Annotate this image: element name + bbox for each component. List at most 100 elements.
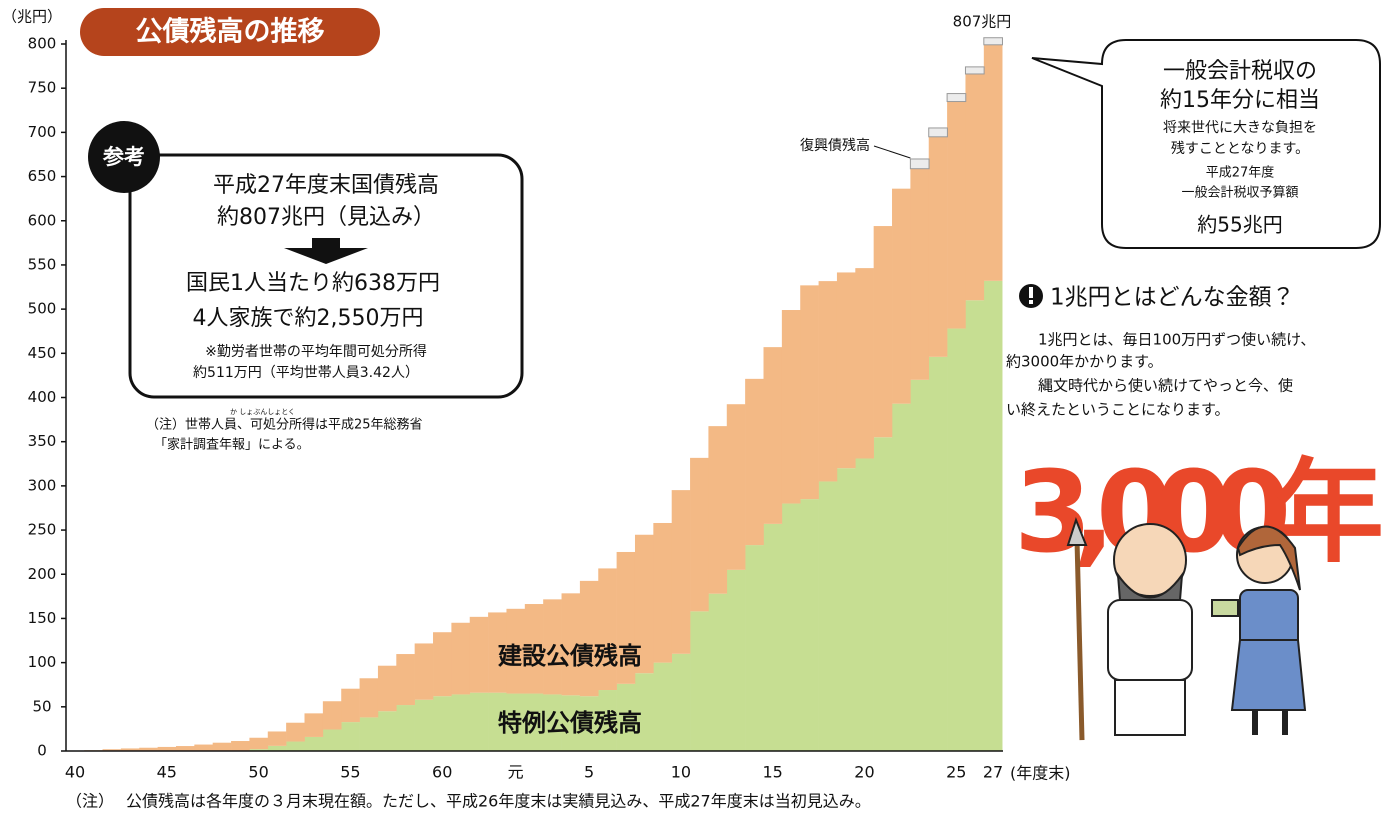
- bar-segment: [543, 599, 562, 695]
- bar-segment: [249, 749, 269, 751]
- bar-segment: [690, 457, 709, 612]
- bar-segment: [892, 188, 911, 404]
- bar-segment: [634, 534, 654, 674]
- bar-segment: [781, 310, 801, 504]
- callout-line: 平成27年度: [1206, 165, 1275, 181]
- bar-segment: [598, 568, 617, 691]
- bar-segment: [964, 66, 985, 75]
- x-tick-label: 50: [248, 763, 268, 782]
- bar-segment: [928, 136, 948, 357]
- reference-line: 約511万円（平均世帯人員3.42人）: [193, 365, 419, 381]
- bar-segment: [965, 73, 985, 301]
- bar-segment: [800, 285, 819, 500]
- callout-line: 一般会計税収の: [1163, 59, 1317, 84]
- bar-segment: [836, 468, 856, 751]
- x-tick-label: 15: [763, 763, 783, 782]
- y-tick-label: 550: [28, 255, 57, 273]
- footnote: 公債残高は各年度の３月末現在額。ただし、平成26年度末は実績見込み、平成27年度…: [126, 792, 871, 811]
- bar-segment: [433, 696, 452, 751]
- bar-segment: [396, 654, 415, 706]
- bar-segment: [671, 653, 691, 751]
- callout-line: 残すこととなります。: [1171, 141, 1309, 157]
- x-tick-label: 5: [584, 763, 594, 782]
- bar-segment: [249, 737, 269, 750]
- bar-segment: [267, 731, 287, 746]
- bar-segment: [414, 643, 434, 700]
- bar-segment: [341, 722, 360, 751]
- bar-segment: [745, 378, 764, 546]
- bar-segment: [763, 523, 783, 751]
- x-tick-label: 55: [340, 763, 360, 782]
- x-tick-label: 20: [854, 763, 874, 782]
- bar-segment: [726, 569, 746, 751]
- bar-segment: [377, 665, 397, 712]
- alert-icon-mark: [1029, 287, 1033, 298]
- y-tick-label: 700: [28, 123, 57, 141]
- x-tick-label: 40: [65, 763, 85, 782]
- bar-segment: [745, 545, 764, 751]
- bar-segment: [928, 127, 948, 138]
- series-label: 特例公債残高: [498, 709, 642, 737]
- bar-segment: [561, 593, 581, 696]
- bar-segment: [396, 705, 415, 751]
- bar-segment: [377, 711, 397, 751]
- callout-line: 一般会計税収予算額: [1181, 185, 1298, 201]
- bar-segment: [947, 101, 966, 329]
- bar-segment: [579, 696, 599, 751]
- bar-segment: [451, 694, 471, 751]
- info-line: 1兆円とは、毎日100万円ずつ使い続け、: [1038, 331, 1315, 349]
- total-annotation: 807兆円: [953, 13, 1012, 31]
- bar-segment: [671, 490, 691, 654]
- bar-segment: [928, 356, 948, 751]
- bar-segment: [139, 747, 158, 751]
- info-line: 約3000年かかります。: [1006, 353, 1163, 371]
- bar-segment: [304, 736, 324, 751]
- reference-badge-text: 参考: [102, 145, 145, 169]
- y-tick-label: 650: [28, 167, 57, 185]
- bar-segment: [524, 693, 544, 751]
- callout-line: 約55兆円: [1197, 213, 1282, 237]
- bar-segment: [947, 328, 966, 751]
- bar-segment: [690, 611, 709, 751]
- reference-line: 国民1人当たり約638万円: [186, 271, 440, 296]
- bar-segment: [561, 695, 581, 751]
- bar-segment: [983, 37, 1003, 46]
- bar-segment: [433, 632, 452, 697]
- bar-segment: [836, 272, 856, 469]
- alert-icon-mark: [1029, 300, 1033, 304]
- bar-segment: [946, 93, 967, 103]
- bar-segment: [286, 741, 305, 751]
- bar-segment: [488, 612, 507, 693]
- bar-segment: [286, 722, 305, 742]
- reference-line: 約807兆円（見込み）: [217, 205, 435, 230]
- x-tick-label: 60: [432, 763, 452, 782]
- y-tick-label: 150: [28, 609, 57, 627]
- illustration: [1066, 517, 1307, 741]
- bar-segment: [616, 683, 636, 751]
- y-tick-label: 0: [37, 742, 47, 760]
- x-tick-label: 10: [671, 763, 691, 782]
- reference-line: 4人家族で約2,550万円: [193, 306, 424, 331]
- y-tick-label: 100: [28, 653, 57, 671]
- series-label: 復興債残高: [800, 137, 870, 154]
- reference-note: 「家計調査年報」による。: [154, 437, 310, 453]
- bar-segment: [194, 744, 213, 751]
- bar-segment: [231, 741, 250, 751]
- x-tick-label: 27: [983, 763, 1003, 782]
- bar-segment: [653, 522, 672, 663]
- bar-segment: [708, 426, 728, 594]
- y-tick-label: 800: [28, 35, 57, 53]
- bar-segment: [909, 158, 930, 170]
- bar-segment: [653, 662, 672, 751]
- bar-segment: [212, 742, 232, 751]
- y-tick-label: 400: [28, 388, 57, 406]
- bar-segment: [543, 694, 562, 751]
- bar-segment: [341, 688, 360, 723]
- y-tick-label: 50: [32, 697, 51, 715]
- callout-box: [1031, 39, 1381, 249]
- bar-segment: [983, 280, 1003, 751]
- bar-segment: [506, 693, 526, 751]
- bar-segment: [910, 168, 930, 380]
- series-label: 建設公債残高: [498, 642, 642, 670]
- y-tick-label: 300: [28, 476, 57, 494]
